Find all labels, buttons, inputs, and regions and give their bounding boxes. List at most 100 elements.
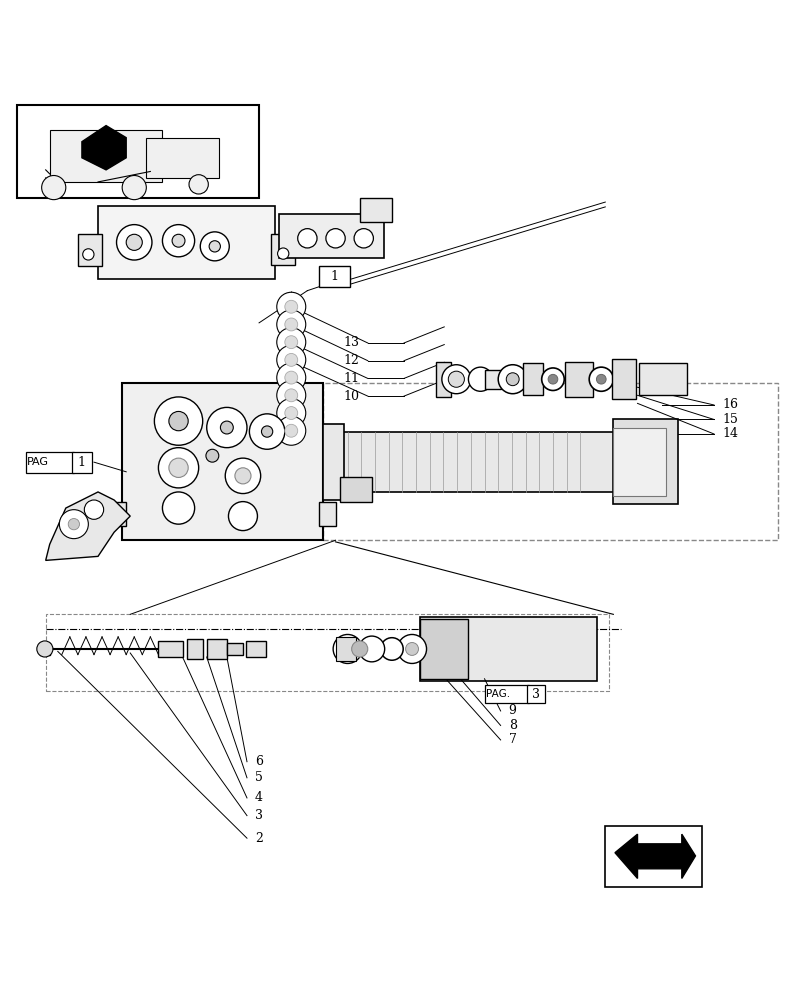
Circle shape — [277, 345, 305, 374]
Bar — [18, 105, 259, 198]
Bar — [613, 419, 678, 504]
Circle shape — [596, 374, 606, 384]
Circle shape — [278, 248, 288, 259]
Circle shape — [277, 292, 305, 321]
Bar — [485, 370, 501, 389]
Circle shape — [37, 641, 53, 657]
Circle shape — [448, 371, 465, 387]
Text: PAG: PAG — [27, 457, 48, 467]
Circle shape — [285, 407, 297, 419]
Circle shape — [442, 365, 471, 394]
Bar — [565, 362, 593, 397]
Text: 1: 1 — [78, 456, 86, 469]
Text: 9: 9 — [509, 704, 516, 717]
Circle shape — [398, 634, 427, 663]
Circle shape — [351, 641, 368, 657]
Bar — [271, 234, 295, 265]
Bar — [436, 362, 451, 397]
Circle shape — [507, 373, 520, 386]
Bar — [485, 685, 528, 703]
Polygon shape — [615, 834, 696, 878]
Circle shape — [209, 241, 221, 252]
Bar — [420, 619, 469, 679]
Circle shape — [285, 389, 297, 402]
Bar — [613, 428, 666, 496]
Bar — [122, 383, 323, 540]
Text: 3: 3 — [255, 809, 263, 822]
Bar — [323, 424, 343, 500]
Circle shape — [277, 310, 305, 339]
Bar — [527, 685, 545, 703]
Bar — [339, 477, 372, 502]
Bar — [50, 130, 162, 182]
Circle shape — [469, 367, 493, 391]
Bar — [78, 234, 102, 266]
Circle shape — [116, 225, 152, 260]
Circle shape — [381, 638, 403, 660]
Bar — [319, 502, 335, 526]
Bar — [639, 363, 688, 395]
Circle shape — [277, 399, 305, 428]
Circle shape — [297, 229, 317, 248]
Circle shape — [277, 328, 305, 357]
Circle shape — [541, 368, 564, 390]
Circle shape — [68, 519, 79, 530]
Circle shape — [262, 426, 273, 437]
Circle shape — [206, 449, 219, 462]
Circle shape — [285, 371, 297, 384]
Circle shape — [406, 643, 419, 655]
Circle shape — [225, 458, 261, 494]
Bar — [26, 452, 74, 473]
Circle shape — [285, 424, 297, 437]
Text: 13: 13 — [343, 336, 360, 349]
Bar — [335, 432, 617, 492]
Circle shape — [285, 318, 297, 331]
Circle shape — [359, 636, 385, 662]
Circle shape — [229, 502, 258, 531]
Text: 14: 14 — [722, 427, 738, 440]
Circle shape — [285, 353, 297, 366]
Circle shape — [250, 414, 285, 449]
Text: 4: 4 — [255, 791, 263, 804]
Text: 15: 15 — [722, 413, 738, 426]
Circle shape — [162, 225, 195, 257]
Circle shape — [548, 374, 558, 384]
Circle shape — [154, 397, 203, 445]
Bar — [360, 198, 392, 222]
Bar — [280, 214, 384, 258]
Circle shape — [84, 500, 103, 519]
Circle shape — [326, 229, 345, 248]
Circle shape — [122, 175, 146, 200]
Text: 12: 12 — [344, 354, 360, 367]
Bar — [110, 502, 126, 526]
Bar — [40, 643, 50, 655]
Circle shape — [235, 468, 251, 484]
Text: 3: 3 — [532, 688, 540, 701]
Text: 16: 16 — [722, 398, 738, 411]
Bar — [207, 639, 227, 659]
Circle shape — [169, 411, 188, 431]
Circle shape — [589, 367, 613, 391]
Bar — [246, 641, 267, 657]
Bar — [72, 452, 92, 473]
Bar — [187, 639, 203, 659]
Bar — [612, 359, 636, 399]
Bar — [420, 617, 597, 681]
Polygon shape — [82, 126, 126, 170]
Polygon shape — [46, 492, 130, 560]
Text: 5: 5 — [255, 771, 263, 784]
Circle shape — [277, 381, 305, 410]
Bar — [523, 363, 543, 395]
Bar — [323, 383, 778, 540]
Circle shape — [277, 416, 305, 445]
Circle shape — [126, 234, 142, 250]
Text: 11: 11 — [343, 372, 360, 385]
Text: 1: 1 — [330, 270, 339, 283]
Circle shape — [158, 448, 199, 488]
Circle shape — [169, 458, 188, 477]
Text: PAG.: PAG. — [486, 689, 511, 699]
Circle shape — [200, 232, 229, 261]
Circle shape — [189, 175, 208, 194]
Text: 10: 10 — [343, 390, 360, 403]
Circle shape — [499, 365, 527, 394]
